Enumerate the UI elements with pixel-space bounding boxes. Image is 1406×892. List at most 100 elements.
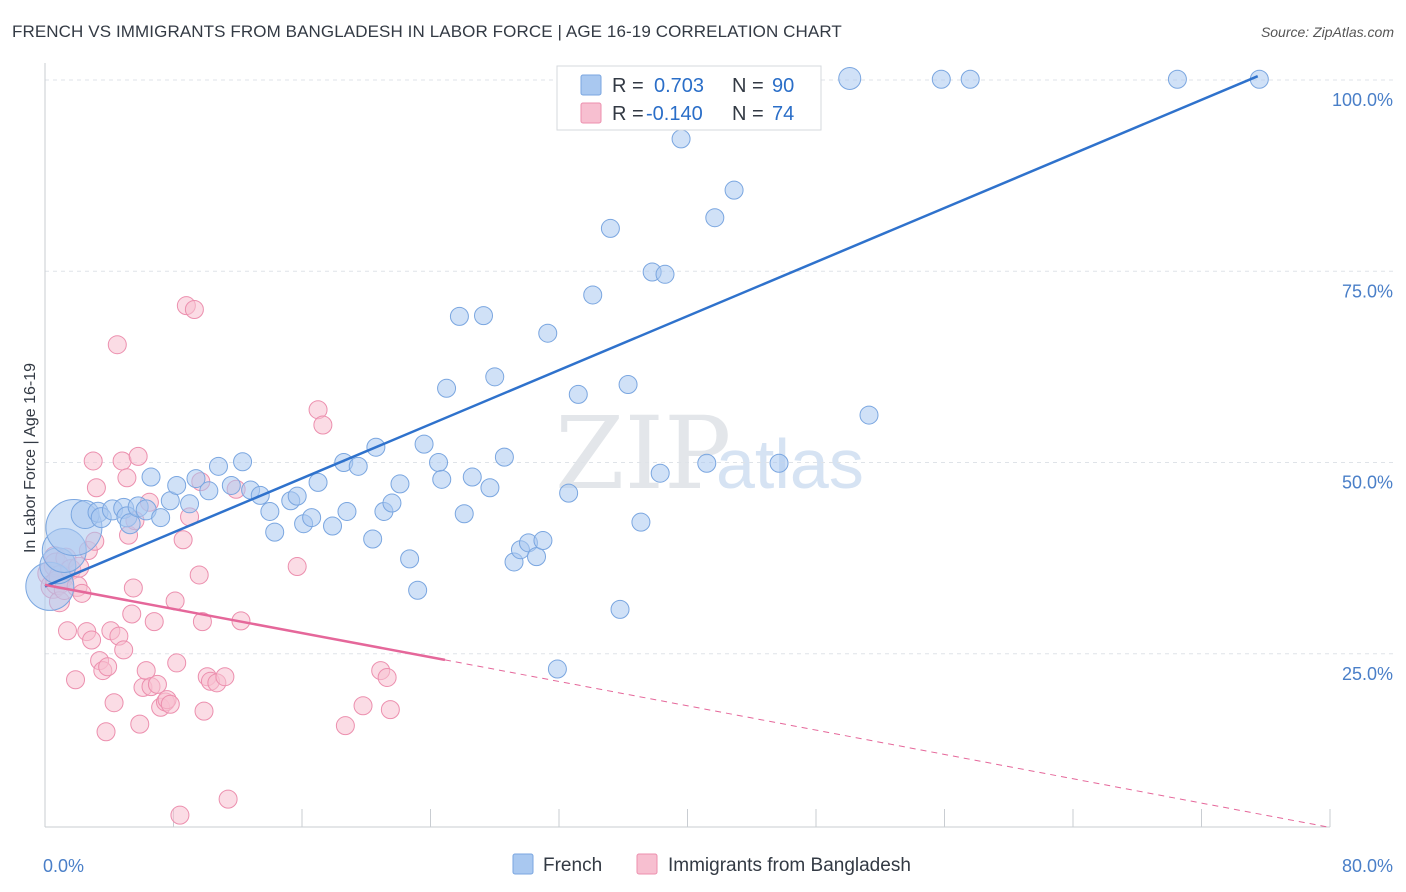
bangladesh-point [122,604,142,624]
french-point [494,447,514,467]
bangladesh-point [189,565,209,585]
french-point [474,306,494,326]
french-point [167,475,187,495]
x-tick-label-max: 80.0% [1342,856,1393,876]
legend-r-label: R = [612,75,644,97]
legend-r-label: R = [612,103,644,125]
french-point [568,384,588,404]
french-point [265,522,285,542]
french-point [697,453,717,473]
french-point [186,469,206,489]
bangladesh-point [86,478,106,498]
bangladesh-point [313,415,333,435]
french-point [208,456,228,476]
bangladesh-point [114,640,134,660]
bangladesh-point [144,612,164,632]
x-tick-label-min: 0.0% [43,856,84,876]
watermark-zip: ZIP [555,395,731,512]
watermark: ZIP atlas [555,395,864,512]
french-point [260,501,280,521]
french-point [233,452,253,472]
y-tick-labels: 25.0% 50.0% 75.0% 100.0% [1332,90,1393,684]
series-legend: French Immigrants from Bangladesh [512,853,911,876]
bangladesh-point [128,446,148,466]
bangladesh-point [96,722,116,742]
french-point [337,501,357,521]
bangladesh-point [107,335,127,355]
bangladesh-point [83,451,103,471]
bangladesh-point [112,451,132,471]
bangladesh-point [167,653,187,673]
french-point [308,472,328,492]
french-point [462,467,482,487]
french-point [363,529,383,549]
bottom-legend-french: French [543,855,602,876]
chart-title: FRENCH VS IMMIGRANTS FROM BANGLADESH IN … [12,22,842,41]
french-point [631,512,651,532]
legend-r-bangladesh: -0.140 [646,103,703,125]
french-point [724,180,744,200]
series-french-points [25,66,1269,679]
legend-n-label: N = [732,75,764,97]
french-point [960,69,980,89]
french-point [400,549,420,569]
watermark-atlas: atlas [716,425,864,503]
bangladesh-point [66,670,86,690]
bangladesh-point [82,630,102,650]
bangladesh-point [218,789,238,809]
french-point [449,306,469,326]
french-point [429,453,449,472]
bangladesh-point [130,714,150,734]
french-point [559,483,579,503]
french-point [414,434,434,454]
legend-n-french: 90 [772,75,794,97]
french-point [931,69,951,89]
correlation-legend: R = 0.703 N = 90 R = -0.140 N = 74 [556,65,822,131]
french-point [287,486,307,506]
legend-r-french: 0.703 [654,75,704,97]
french-point [408,580,428,600]
axes [44,63,1331,828]
y-tick-label: 25.0% [1342,664,1393,684]
bangladesh-point [170,805,190,825]
bangladesh-point [173,530,193,550]
bangladesh-trend-extension [444,659,1331,828]
french-point [769,453,789,473]
bangladesh-point [123,578,143,598]
french-point [302,508,322,528]
source-credit: Source: ZipAtlas.com [1260,24,1394,40]
bangladesh-point [192,612,212,632]
french-point [610,599,630,619]
french-point [348,456,368,476]
legend-swatch-bangladesh [580,102,602,124]
bangladesh-point [184,300,204,319]
legend-swatch-french [580,74,602,96]
french-point [437,378,457,398]
trend-lines [44,75,1331,828]
french-point [199,481,219,501]
french-point [432,469,452,489]
french-point [180,494,200,514]
french-point [655,264,675,284]
bottom-legend-swatch-bangladesh [636,853,658,875]
french-point [382,493,402,513]
y-tick-label: 75.0% [1342,281,1393,301]
french-point [618,374,638,394]
french-point [859,405,879,425]
gridlines [45,79,1393,655]
bottom-legend-swatch-french [512,853,534,875]
french-point [485,367,505,387]
legend-n-bangladesh: 74 [772,103,794,125]
bottom-legend-bangladesh: Immigrants from Bangladesh [668,855,911,876]
french-point [1167,69,1187,89]
bangladesh-point [377,667,397,687]
bangladesh-point [194,701,214,721]
french-point [454,504,474,524]
y-tick-label: 50.0% [1342,473,1393,493]
french-point [705,208,725,228]
bangladesh-point [160,694,180,714]
bangladesh-point [353,696,373,716]
french-point [151,508,171,528]
series-bangladesh-points [37,296,400,825]
